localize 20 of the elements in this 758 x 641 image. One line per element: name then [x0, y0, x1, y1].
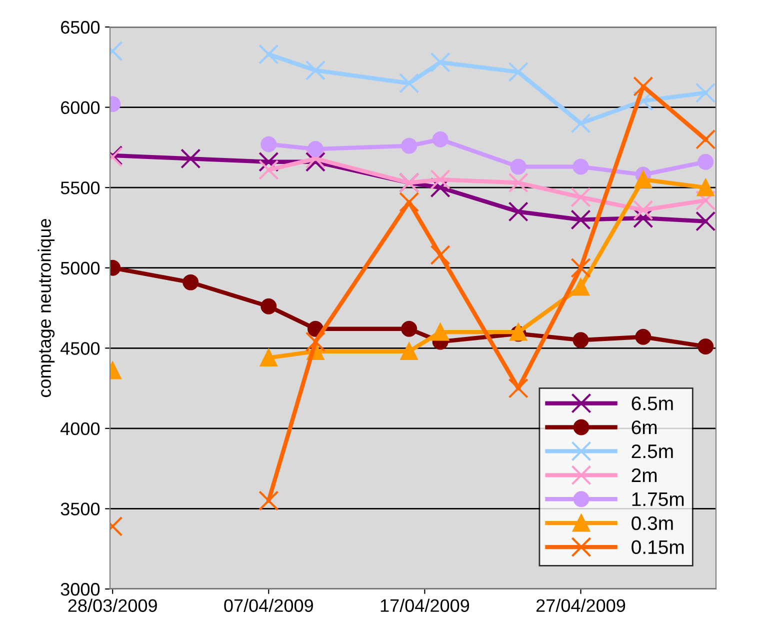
legend-label: 0.3m	[632, 516, 673, 530]
y-tick-label: 5500	[60, 182, 100, 194]
y-tick-label: 6500	[61, 20, 100, 34]
legend-label: 6.5m	[632, 396, 673, 410]
x-tick-label: 07/04/2009	[224, 598, 313, 612]
x-tick-label: 28/03/2009	[68, 598, 157, 612]
x-tick-label: 17/04/2009	[380, 598, 470, 612]
y-axis-title: comptage neutronique	[38, 218, 55, 398]
y-tick-label: 4500	[60, 342, 100, 355]
y-tick-label: 6000	[61, 101, 100, 114]
y-tick-label: 5000	[60, 262, 100, 275]
legend-label: 2m	[632, 468, 657, 482]
legend-label: 0.15m	[632, 540, 684, 554]
y-tick-label: 4000	[60, 422, 100, 436]
legend-label: 2.5m	[632, 444, 673, 458]
y-tick-label: 3500	[60, 502, 100, 516]
legend-label: 6m	[632, 420, 657, 434]
y-tick-label: 3000	[60, 582, 100, 596]
x-tick-label: 27/04/2009	[536, 598, 626, 612]
legend-label: 1.75m	[632, 492, 684, 506]
